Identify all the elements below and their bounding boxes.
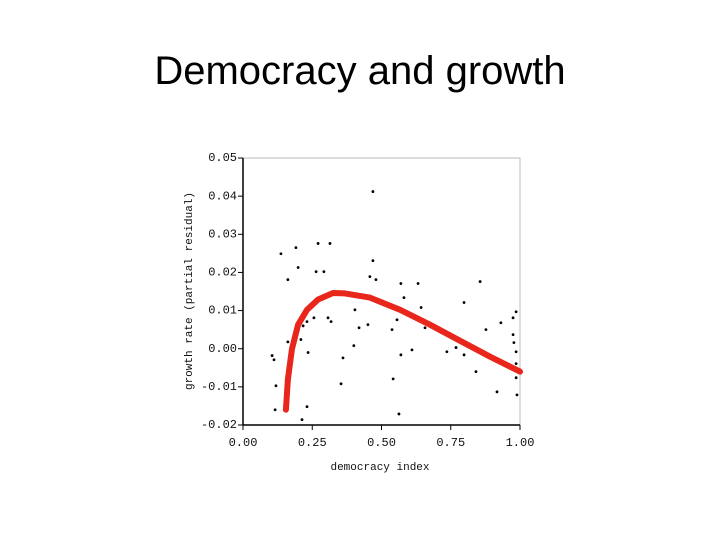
data-point bbox=[305, 320, 309, 324]
data-point bbox=[462, 353, 466, 357]
data-point bbox=[410, 348, 414, 352]
data-point bbox=[515, 393, 519, 397]
data-point bbox=[352, 344, 356, 348]
data-point bbox=[416, 282, 420, 285]
data-point bbox=[274, 384, 278, 388]
data-point bbox=[326, 316, 330, 320]
data-point bbox=[301, 324, 305, 328]
data-point bbox=[511, 333, 515, 337]
data-point bbox=[454, 346, 458, 349]
data-point bbox=[445, 350, 449, 354]
y-tick-label: 0.04 bbox=[208, 189, 237, 203]
data-point bbox=[499, 321, 503, 325]
data-point bbox=[390, 328, 394, 332]
data-point bbox=[322, 270, 326, 274]
data-point bbox=[402, 296, 406, 300]
data-point bbox=[341, 356, 345, 360]
data-point bbox=[374, 278, 378, 282]
data-point bbox=[286, 278, 290, 282]
x-tick-label: 0.25 bbox=[298, 436, 327, 450]
data-point bbox=[395, 318, 399, 322]
data-point bbox=[462, 301, 466, 304]
y-tick-label: 0.00 bbox=[208, 342, 237, 356]
fitted-curve bbox=[282, 290, 523, 413]
y-tick-label: 0.01 bbox=[208, 304, 237, 318]
data-point bbox=[294, 246, 298, 250]
x-axis-label: democracy index bbox=[330, 462, 429, 474]
data-point bbox=[495, 390, 499, 394]
data-point bbox=[391, 377, 395, 381]
data-point bbox=[514, 350, 518, 354]
data-point bbox=[286, 340, 290, 344]
data-point bbox=[328, 242, 332, 245]
y-tick-label: 0.03 bbox=[208, 227, 237, 241]
data-point bbox=[511, 316, 515, 320]
data-point bbox=[397, 412, 401, 416]
data-point bbox=[272, 358, 276, 362]
data-point bbox=[514, 362, 518, 365]
data-point bbox=[423, 326, 427, 330]
data-point bbox=[339, 382, 343, 386]
data-point bbox=[512, 341, 516, 345]
data-point bbox=[316, 242, 320, 245]
data-point bbox=[474, 370, 478, 373]
x-tick-label: 0.50 bbox=[367, 436, 396, 450]
data-point bbox=[399, 353, 403, 357]
data-point bbox=[305, 405, 309, 409]
x-tick-label: 0.75 bbox=[436, 436, 465, 450]
data-point bbox=[371, 190, 375, 193]
y-tick-label: -0.02 bbox=[201, 418, 237, 432]
data-point bbox=[306, 351, 310, 354]
data-point bbox=[399, 282, 403, 285]
data-point bbox=[312, 316, 316, 320]
data-point bbox=[299, 338, 303, 341]
data-point bbox=[366, 323, 370, 327]
data-point bbox=[514, 376, 518, 380]
y-tick-label: -0.01 bbox=[201, 380, 237, 394]
data-point bbox=[514, 310, 518, 314]
data-point bbox=[371, 259, 375, 263]
slide-title: Democracy and growth bbox=[154, 49, 565, 93]
y-axis-label: growth rate (partial residual) bbox=[184, 192, 196, 390]
x-tick-label: 1.00 bbox=[506, 436, 535, 450]
data-point bbox=[478, 280, 482, 283]
data-point bbox=[353, 308, 357, 312]
x-tick-label: 0.00 bbox=[229, 436, 258, 450]
data-point bbox=[270, 354, 274, 357]
data-point bbox=[329, 320, 333, 324]
data-point bbox=[279, 252, 283, 256]
data-point bbox=[273, 408, 277, 412]
y-tick-label: 0.05 bbox=[208, 151, 237, 165]
data-point bbox=[300, 418, 304, 422]
data-point bbox=[357, 326, 361, 330]
y-tick-label: 0.02 bbox=[208, 266, 237, 280]
data-point bbox=[296, 266, 300, 269]
data-point bbox=[314, 270, 318, 274]
data-point bbox=[419, 306, 423, 309]
data-point bbox=[368, 275, 372, 279]
data-point bbox=[484, 328, 488, 332]
